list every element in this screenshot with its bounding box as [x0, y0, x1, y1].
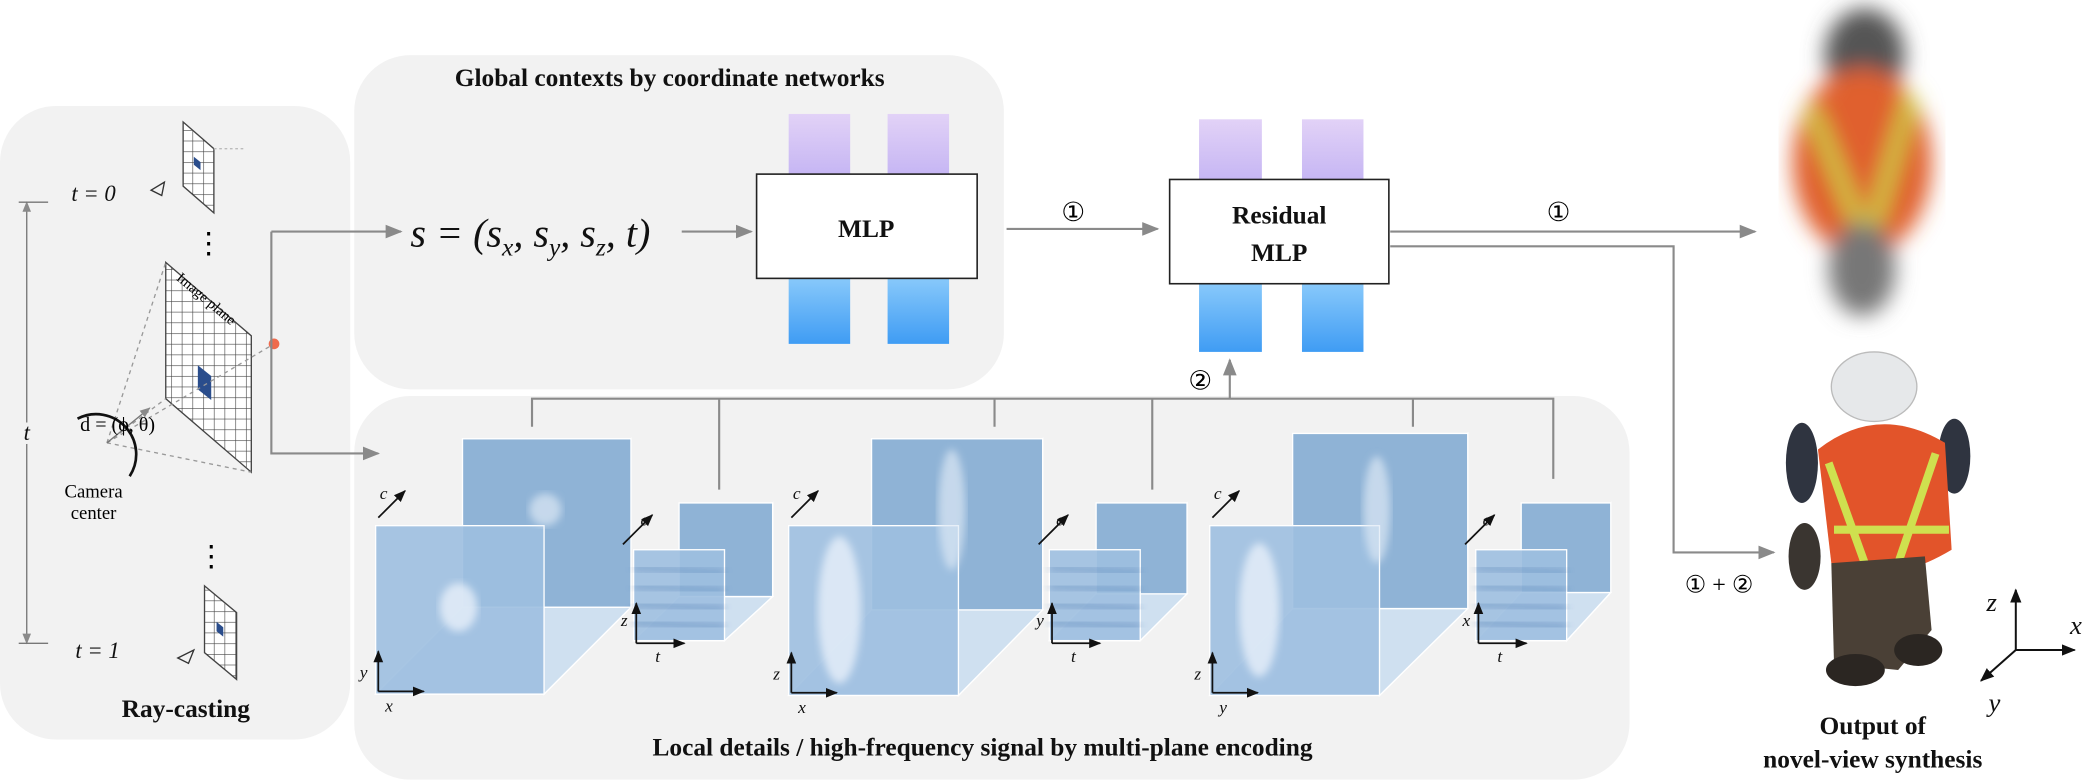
plane-axis-label: z	[620, 611, 628, 630]
dots: ⋮	[197, 541, 226, 573]
plane-axis-label: y	[358, 663, 368, 682]
output-axes: z x y	[1979, 587, 2082, 717]
plane-feature	[439, 583, 478, 632]
formula-sub: z	[595, 234, 606, 262]
formula-part: , s	[513, 210, 549, 255]
formula-sub: x	[501, 234, 514, 262]
plane-axis-label: c	[1214, 484, 1222, 503]
plane-axis-label: x	[1462, 611, 1471, 630]
plane-texture	[1475, 565, 1567, 575]
plane-axis	[1038, 514, 1069, 546]
plane-texture	[633, 602, 725, 611]
plane-front	[788, 525, 960, 697]
plane-axis-label: c	[793, 484, 801, 503]
plane-texture	[1049, 602, 1141, 611]
output-title: Output of	[1820, 712, 1927, 740]
plane-axis-label: c	[640, 511, 648, 530]
t0-label: t = 0	[71, 181, 116, 206]
plane-texture	[633, 620, 725, 630]
plane-texture	[1049, 565, 1141, 575]
formula-part: , t)	[606, 210, 651, 255]
plane-group: c yx c z t	[358, 437, 775, 715]
plane-texture	[633, 565, 725, 575]
arrow-label: ①	[1547, 197, 1571, 227]
direction-label: d = (ϕ, θ)	[80, 414, 155, 436]
formula-part: , s	[560, 210, 596, 255]
plane-axis-label: t	[1071, 647, 1077, 666]
axis-label: y	[1985, 687, 2000, 717]
camera-label: center	[71, 503, 117, 524]
output-title: novel-view synthesis	[1763, 746, 1982, 774]
plane-axis-label: c	[380, 484, 388, 503]
camera-label: Camera	[64, 482, 123, 503]
plane-axis-label: y	[1034, 611, 1044, 630]
output-sharp	[1785, 351, 1971, 687]
raycast-panel	[0, 105, 351, 740]
plane-front	[1209, 525, 1381, 697]
axis-label: z	[1986, 587, 1998, 617]
plane-group: c zy c x t	[1193, 431, 1613, 717]
plane-axis-label: z	[772, 664, 780, 683]
global-title: Global contexts by coordinate networks	[455, 64, 885, 92]
plane-feature	[818, 536, 861, 684]
plane-texture	[1475, 602, 1567, 611]
mlp-label: MLP	[838, 215, 894, 243]
plane-axis-label: x	[384, 696, 393, 715]
connectors	[270, 222, 1776, 560]
plane-texture	[1049, 620, 1141, 630]
plane-axis-label: c	[1483, 511, 1491, 530]
plane-axis	[1211, 490, 1241, 519]
plane-axis	[622, 514, 654, 546]
plane-axis	[790, 490, 819, 519]
local-title: Local details / high-frequency signal by…	[652, 734, 1312, 762]
plane-texture	[1475, 620, 1567, 630]
plane-axis-label: t	[1497, 647, 1503, 666]
plane-axis	[1464, 514, 1496, 546]
t1-label: t = 1	[75, 638, 119, 663]
plane-texture	[1475, 584, 1567, 593]
arrow-label: ①	[1061, 197, 1085, 227]
plane-feature	[1239, 543, 1280, 677]
formula-sub: y	[546, 234, 561, 262]
raycast-title: Ray-casting	[122, 695, 251, 723]
plane-axis-label: c	[1056, 511, 1064, 530]
plane-group: c zx c y t	[772, 437, 1189, 717]
residual-mlp-block: Residual MLP	[1168, 119, 1390, 352]
formula-part: s = (s	[410, 210, 502, 255]
arrow-label: ① + ②	[1685, 573, 1754, 599]
plane-feature	[529, 493, 562, 526]
mlp-label: MLP	[1251, 239, 1307, 267]
plane-axis-label: y	[1217, 698, 1227, 717]
plane-feature	[938, 449, 966, 570]
dots: ⋮	[194, 228, 223, 260]
plane-axis-label: z	[1193, 664, 1201, 683]
output-blurry	[1792, 8, 1932, 316]
mlp-block: MLP	[755, 113, 978, 344]
plane-axis	[377, 490, 406, 519]
plane-axis-label: t	[655, 647, 661, 666]
raycast-diagram: t = 0 t = 1 t ⋮ ⋮ Image plane d = (ϕ, θ)…	[18, 120, 280, 681]
plane-axis-label: x	[797, 698, 806, 717]
formula: s = (sx, sy, sz, t)	[410, 210, 650, 261]
plane-texture	[633, 584, 725, 593]
axis-label: x	[2069, 610, 2082, 640]
mlp-label: Residual	[1232, 202, 1326, 230]
t-axis-label: t	[24, 420, 31, 445]
arrow-label: ②	[1188, 365, 1212, 395]
plane-texture	[1049, 584, 1141, 593]
plane-feature	[1363, 456, 1391, 564]
